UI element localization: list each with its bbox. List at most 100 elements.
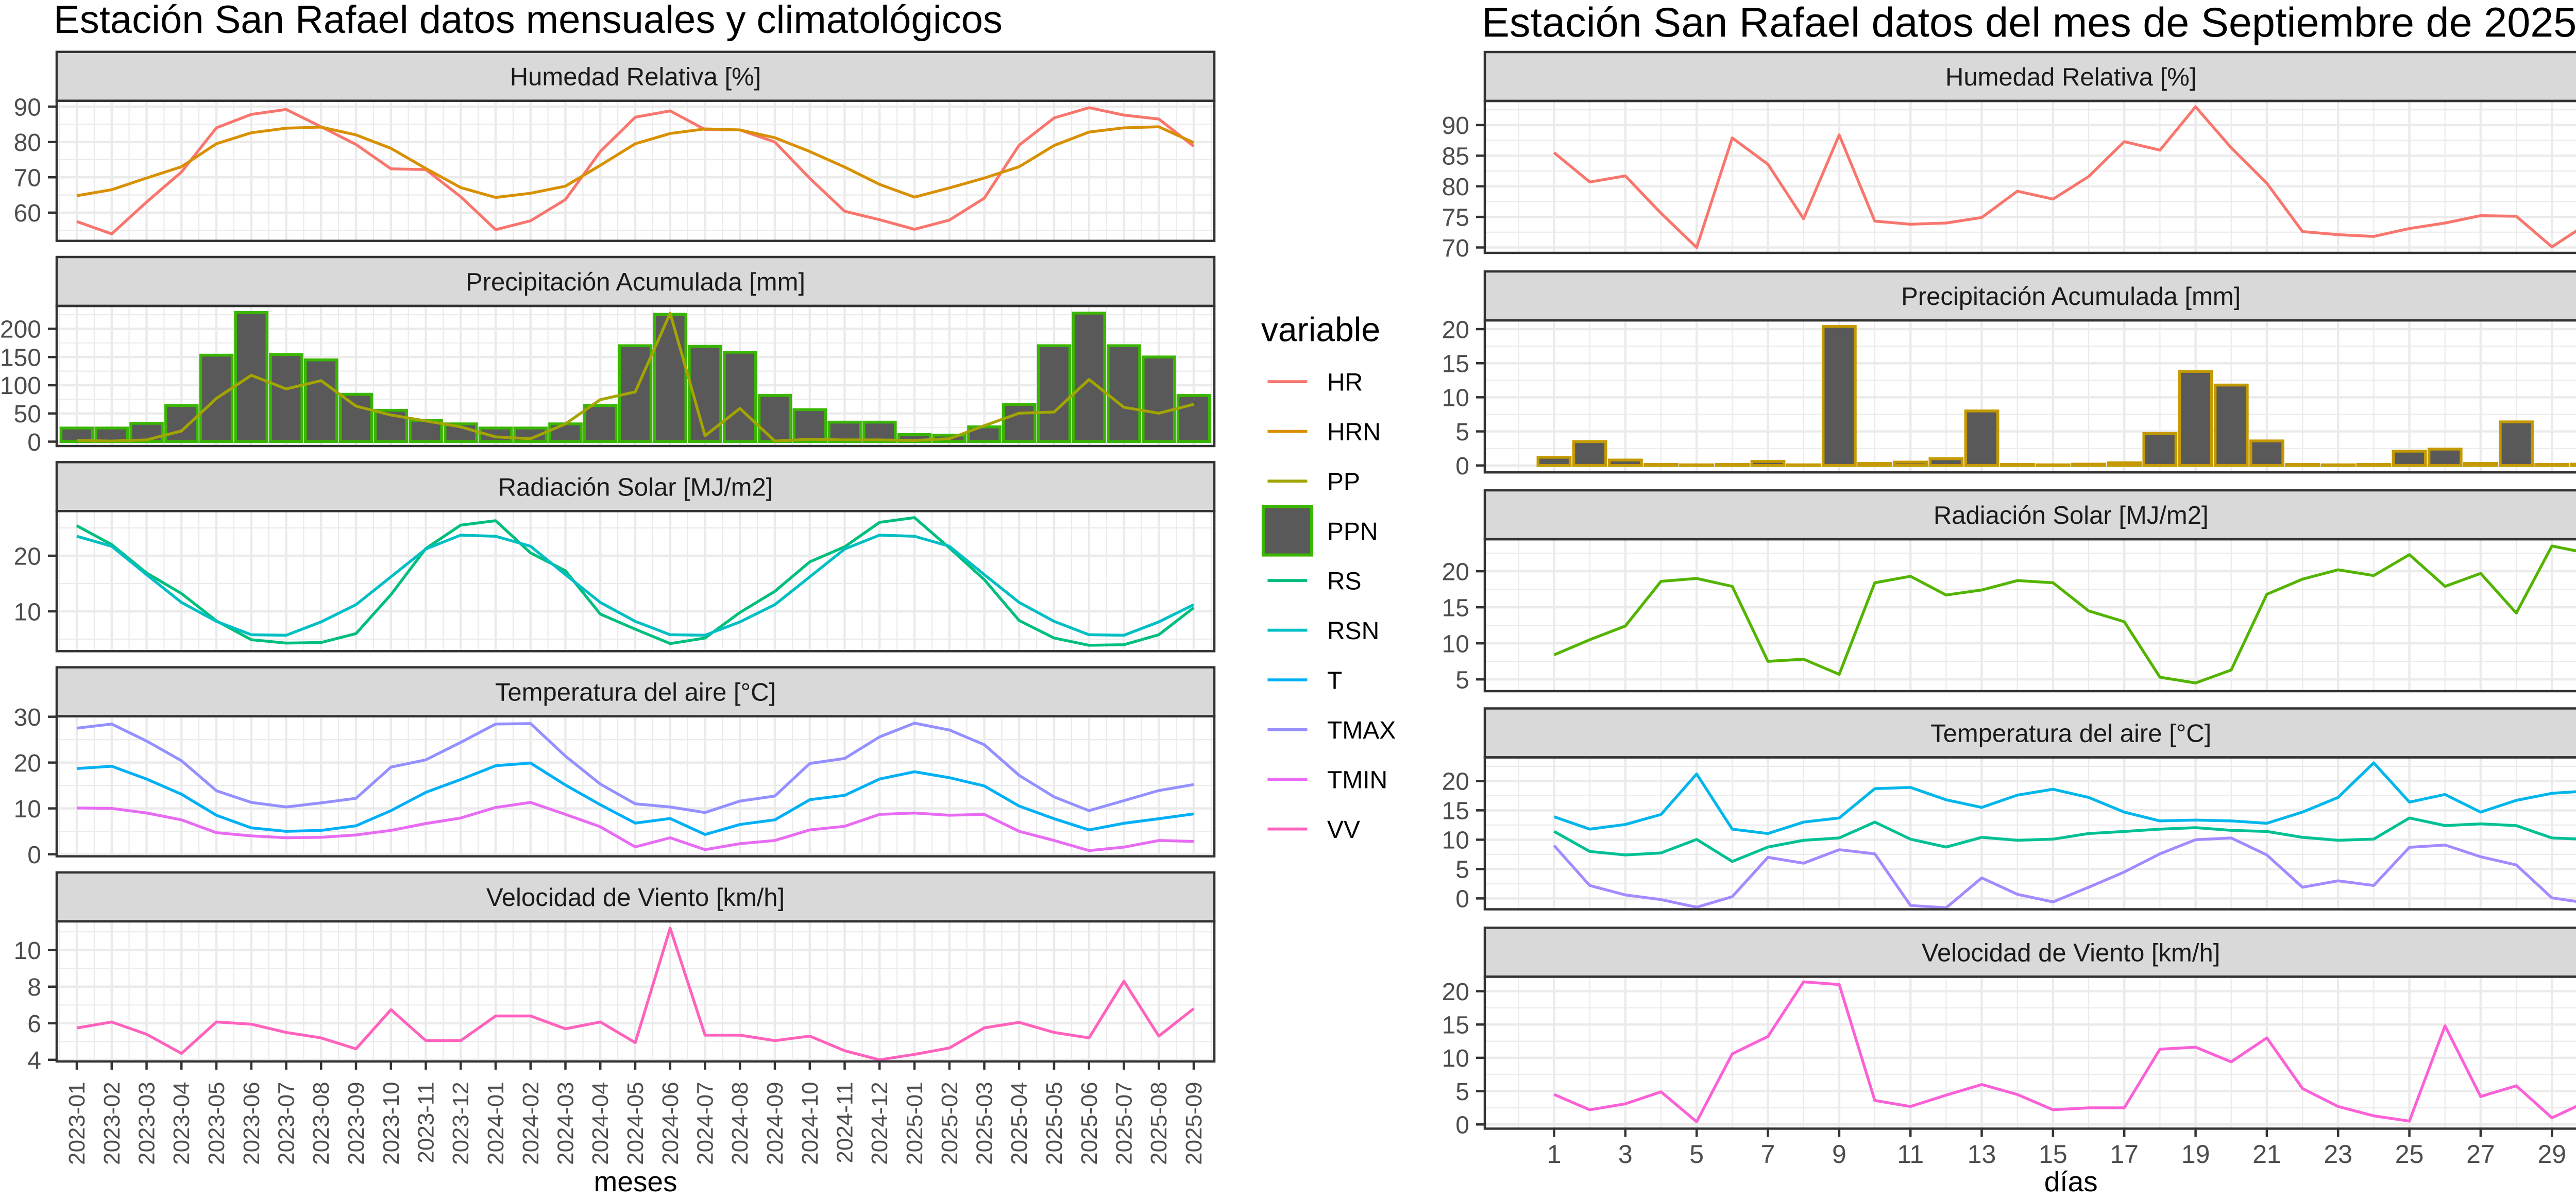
svg-text:10: 10 — [1442, 827, 1469, 854]
svg-text:VV: VV — [1327, 816, 1360, 844]
svg-text:PP: PP — [1327, 469, 1360, 496]
svg-text:Humedad Relativa [%]: Humedad Relativa [%] — [1945, 63, 2197, 91]
svg-text:Radiación Solar [MJ/m2]: Radiación Solar [MJ/m2] — [498, 473, 773, 501]
svg-text:9: 9 — [1832, 1140, 1846, 1169]
svg-text:2024-10: 2024-10 — [798, 1082, 823, 1164]
svg-text:5: 5 — [1455, 666, 1469, 694]
svg-text:25: 25 — [2395, 1140, 2424, 1169]
svg-text:2025-03: 2025-03 — [972, 1082, 997, 1164]
svg-text:2024-06: 2024-06 — [658, 1082, 683, 1164]
svg-text:80: 80 — [14, 129, 41, 157]
svg-text:2024-09: 2024-09 — [762, 1082, 788, 1164]
svg-text:Temperatura del aire [°C]: Temperatura del aire [°C] — [1930, 720, 2211, 748]
svg-text:20: 20 — [14, 750, 41, 777]
svg-text:75: 75 — [1442, 204, 1469, 231]
svg-text:HRN: HRN — [1327, 419, 1381, 446]
svg-text:10: 10 — [1442, 385, 1469, 412]
svg-text:5: 5 — [1455, 1078, 1469, 1106]
svg-text:21: 21 — [2252, 1140, 2281, 1169]
svg-text:0: 0 — [1455, 453, 1469, 480]
svg-text:20: 20 — [1442, 558, 1469, 586]
svg-text:85: 85 — [1442, 143, 1469, 170]
svg-text:5: 5 — [1455, 857, 1469, 884]
svg-text:2025-02: 2025-02 — [937, 1082, 962, 1164]
svg-text:20: 20 — [1442, 316, 1469, 344]
svg-text:2024-05: 2024-05 — [623, 1082, 648, 1164]
svg-text:10: 10 — [14, 796, 41, 823]
svg-text:11: 11 — [1897, 1140, 1924, 1169]
svg-text:20: 20 — [14, 543, 41, 570]
svg-text:RSN: RSN — [1327, 618, 1379, 645]
svg-text:2024-11: 2024-11 — [833, 1082, 858, 1163]
svg-text:Velocidad de Viento [km/h]: Velocidad de Viento [km/h] — [1922, 939, 2220, 967]
svg-text:Precipitación Acumulada [mm]: Precipitación Acumulada [mm] — [466, 268, 805, 296]
svg-text:2025-06: 2025-06 — [1077, 1082, 1102, 1164]
svg-text:10: 10 — [14, 937, 41, 965]
svg-text:Estación San Rafael datos del: Estación San Rafael datos del mes de Sep… — [1482, 0, 2576, 46]
svg-text:0: 0 — [27, 429, 41, 456]
svg-text:4: 4 — [27, 1047, 41, 1074]
svg-text:20: 20 — [1442, 979, 1469, 1006]
svg-text:2023-04: 2023-04 — [169, 1082, 194, 1164]
svg-text:5: 5 — [1689, 1140, 1704, 1169]
svg-text:RS: RS — [1327, 568, 1362, 595]
svg-text:70: 70 — [14, 165, 41, 192]
svg-text:Radiación Solar [MJ/m2]: Radiación Solar [MJ/m2] — [1934, 502, 2209, 529]
svg-text:2024-02: 2024-02 — [518, 1082, 544, 1164]
svg-text:2025-05: 2025-05 — [1042, 1082, 1067, 1164]
svg-text:Velocidad de Viento [km/h]: Velocidad de Viento [km/h] — [486, 884, 785, 912]
svg-text:2023-07: 2023-07 — [274, 1082, 299, 1164]
svg-text:90: 90 — [1442, 112, 1469, 140]
svg-text:2023-10: 2023-10 — [379, 1082, 404, 1164]
svg-text:2024-04: 2024-04 — [588, 1082, 613, 1164]
svg-text:días: días — [2044, 1166, 2098, 1197]
svg-text:8: 8 — [27, 974, 41, 1001]
svg-text:3: 3 — [1618, 1140, 1633, 1169]
svg-text:0: 0 — [1455, 886, 1469, 913]
svg-text:13: 13 — [1968, 1140, 1996, 1169]
svg-text:10: 10 — [14, 598, 41, 626]
svg-text:200: 200 — [0, 316, 41, 344]
svg-text:2023-03: 2023-03 — [134, 1082, 160, 1164]
svg-text:27: 27 — [2466, 1140, 2495, 1169]
svg-text:17: 17 — [2110, 1140, 2139, 1169]
svg-text:80: 80 — [1442, 174, 1469, 201]
svg-text:2024-12: 2024-12 — [867, 1082, 892, 1164]
svg-text:2023-09: 2023-09 — [344, 1082, 369, 1164]
svg-text:T: T — [1327, 667, 1342, 695]
svg-text:2024-01: 2024-01 — [483, 1082, 509, 1164]
svg-text:20: 20 — [1442, 768, 1469, 796]
svg-text:23: 23 — [2324, 1140, 2352, 1169]
svg-text:PPN: PPN — [1327, 518, 1378, 545]
svg-text:5: 5 — [1455, 419, 1469, 446]
svg-text:15: 15 — [2039, 1140, 2067, 1169]
svg-text:2024-08: 2024-08 — [727, 1082, 753, 1164]
svg-text:2025-08: 2025-08 — [1146, 1082, 1172, 1164]
svg-text:0: 0 — [1455, 1112, 1469, 1139]
svg-text:15: 15 — [1442, 351, 1469, 378]
svg-text:TMIN: TMIN — [1327, 767, 1387, 794]
svg-text:6: 6 — [27, 1010, 41, 1038]
svg-text:2025-01: 2025-01 — [902, 1082, 927, 1164]
svg-text:2023-01: 2023-01 — [64, 1082, 90, 1164]
svg-text:Humedad Relativa [%]: Humedad Relativa [%] — [510, 63, 761, 91]
svg-text:7: 7 — [1761, 1140, 1775, 1169]
svg-text:2023-02: 2023-02 — [99, 1082, 125, 1164]
svg-text:2025-09: 2025-09 — [1181, 1082, 1207, 1164]
svg-text:150: 150 — [0, 345, 41, 372]
svg-text:15: 15 — [1442, 594, 1469, 622]
svg-text:30: 30 — [14, 704, 41, 731]
svg-text:2023-05: 2023-05 — [204, 1082, 229, 1164]
svg-text:2023-08: 2023-08 — [309, 1082, 334, 1164]
svg-text:15: 15 — [1442, 798, 1469, 825]
svg-text:0: 0 — [27, 842, 41, 869]
svg-text:HR: HR — [1327, 369, 1363, 397]
svg-text:19: 19 — [2181, 1140, 2210, 1169]
svg-text:2025-07: 2025-07 — [1112, 1082, 1137, 1164]
svg-text:100: 100 — [0, 372, 41, 400]
svg-text:29: 29 — [2537, 1140, 2566, 1169]
svg-text:15: 15 — [1442, 1012, 1469, 1039]
svg-text:Estación San Rafael datos mens: Estación San Rafael datos mensuales y cl… — [54, 0, 1003, 42]
svg-text:2024-07: 2024-07 — [693, 1082, 718, 1164]
svg-text:70: 70 — [1442, 235, 1469, 262]
